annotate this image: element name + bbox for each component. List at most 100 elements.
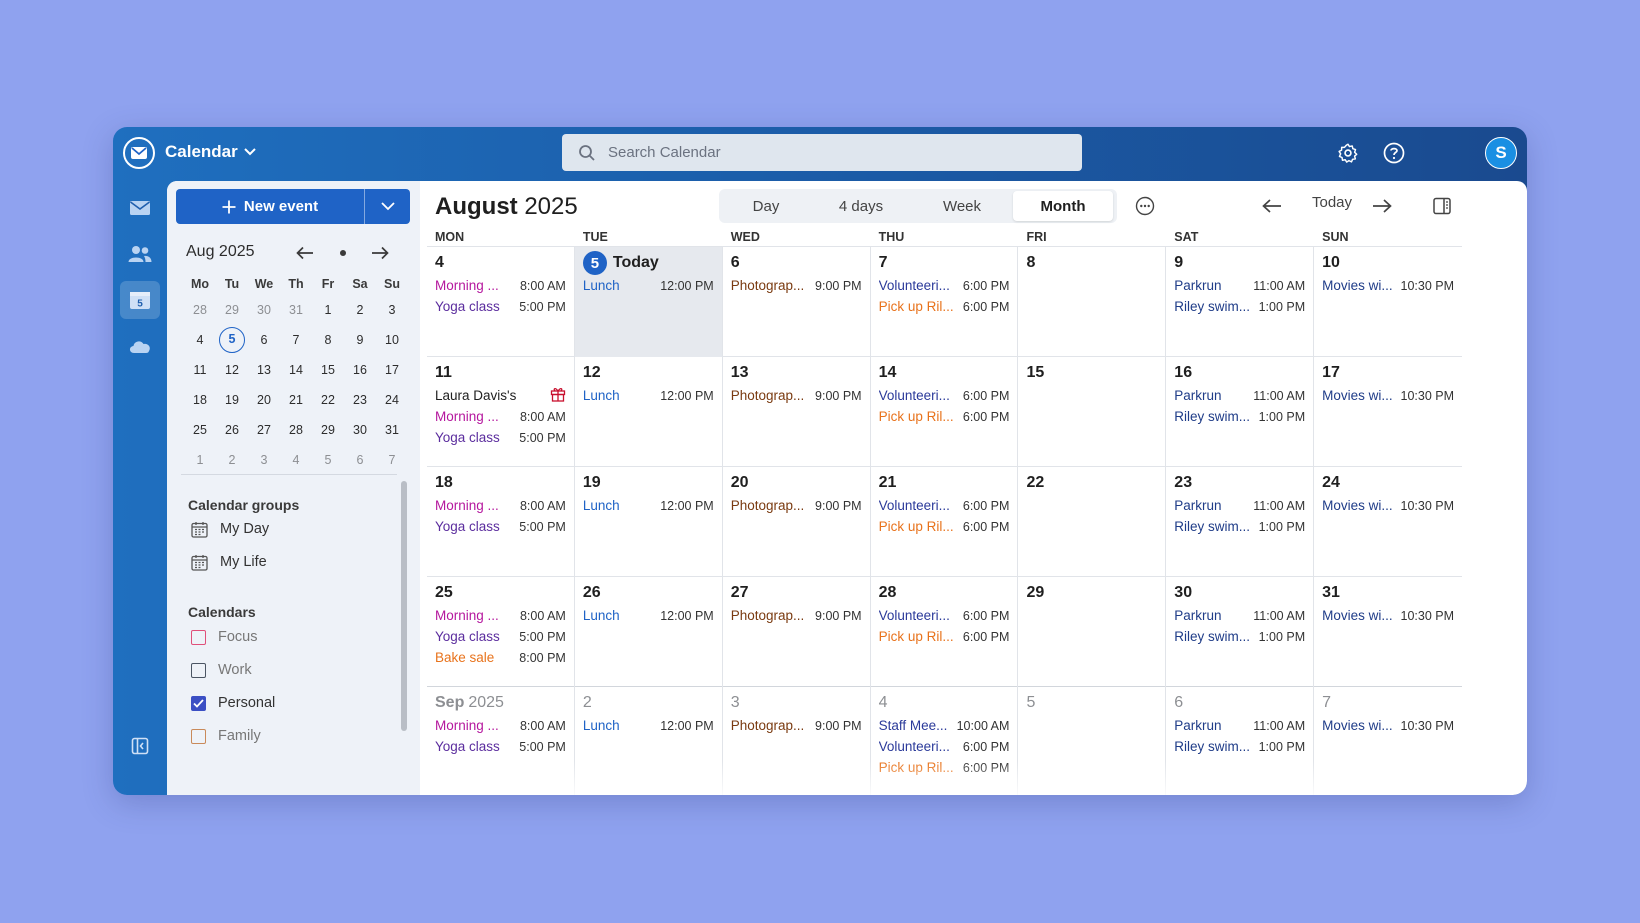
event-item[interactable]: Volunteeri... 6:00 PM: [879, 736, 1010, 757]
event-item[interactable]: Morning ... 8:00 AM: [435, 495, 566, 516]
day-cell[interactable]: 27 Photograp... 9:00 PM: [723, 577, 871, 687]
calendar-item-personal[interactable]: Personal: [191, 692, 275, 714]
day-cell[interactable]: 10 Movies wi... 10:30 PM: [1314, 247, 1462, 357]
calendar-checkbox[interactable]: [191, 662, 206, 678]
day-cell[interactable]: 12 Lunch 12:00 PM: [575, 357, 723, 467]
calendar-item-work[interactable]: Work: [191, 659, 252, 681]
day-cell[interactable]: 28 Volunteeri... 6:00 PM Pick up Ril... 6:00…: [871, 577, 1019, 687]
mini-today-dot-icon[interactable]: [331, 241, 355, 265]
day-cell[interactable]: 7 Volunteeri... 6:00 PM Pick up Ril... 6:00 …: [871, 247, 1019, 357]
contacts-icon[interactable]: [120, 235, 160, 273]
mini-day[interactable]: 28: [289, 423, 303, 437]
day-cell[interactable]: 15: [1018, 357, 1167, 467]
day-cell[interactable]: Sep 2025 Morning ... 8:00 AM Yoga class 5:00 …: [427, 687, 575, 795]
day-cell[interactable]: 4 Staff Mee... 10:00 AM Volunteeri... 6:00 P…: [871, 687, 1019, 795]
event-item[interactable]: Parkrun 11:00 AM: [1174, 715, 1305, 736]
event-item[interactable]: Morning ... 8:00 AM: [435, 406, 566, 427]
event-item[interactable]: Parkrun 11:00 AM: [1174, 495, 1305, 516]
mini-day[interactable]: 1: [324, 303, 332, 317]
event-item[interactable]: Photograp... 9:00 PM: [731, 275, 862, 296]
mini-day[interactable]: 30: [353, 423, 367, 437]
event-item[interactable]: Yoga class 5:00 PM: [435, 736, 566, 757]
day-cell[interactable]: 11 Laura Davis's ... Morning ... 8:00 AM Yog…: [427, 357, 575, 467]
event-item[interactable]: Morning ... 8:00 AM: [435, 275, 566, 296]
mini-day[interactable]: 9: [356, 333, 364, 347]
mini-day[interactable]: 31: [385, 423, 399, 437]
calendar-checkbox[interactable]: [191, 728, 206, 744]
day-cell[interactable]: 18 Morning ... 8:00 AM Yoga class 5:00 PM: [427, 467, 575, 577]
day-cell[interactable]: 4 Morning ... 8:00 AM Yoga class 5:00 PM: [427, 247, 575, 357]
day-cell[interactable]: 31 Movies wi... 10:30 PM: [1314, 577, 1462, 687]
event-item[interactable]: Movies wi... 10:30 PM: [1322, 385, 1454, 406]
event-item[interactable]: Parkrun 11:00 AM: [1174, 275, 1305, 296]
event-item[interactable]: Volunteeri... 6:00 PM: [879, 385, 1010, 406]
cloud-icon[interactable]: [120, 327, 160, 365]
mini-day[interactable]: 29: [225, 303, 239, 317]
sidebar-scrollbar[interactable]: [401, 481, 407, 731]
mini-day[interactable]: 21: [289, 393, 303, 407]
event-item[interactable]: Riley swim... 1:00 PM: [1174, 626, 1305, 647]
mini-next-month-arrow-icon[interactable]: [368, 241, 392, 265]
event-item[interactable]: Photograp... 9:00 PM: [731, 495, 862, 516]
calendar-checkbox[interactable]: [191, 629, 206, 645]
event-item[interactable]: Pick up Ril... 6:00 PM: [879, 406, 1010, 427]
mini-day[interactable]: 22: [321, 393, 335, 407]
mini-day[interactable]: 23: [353, 393, 367, 407]
prev-month-arrow-icon[interactable]: [1260, 194, 1284, 218]
settings-gear-icon[interactable]: [1335, 140, 1361, 166]
event-item[interactable]: Riley swim... 1:00 PM: [1174, 736, 1305, 757]
view-week-button[interactable]: Week: [942, 197, 982, 215]
day-cell[interactable]: 16 Parkrun 11:00 AM Riley swim... 1:00 PM: [1166, 357, 1315, 467]
calendar-item-family[interactable]: Family: [191, 725, 261, 747]
view-month-button[interactable]: Month: [1013, 191, 1113, 221]
day-cell[interactable]: 6 Photograp... 9:00 PM: [723, 247, 871, 357]
event-item[interactable]: Movies wi... 10:30 PM: [1322, 605, 1454, 626]
mini-day[interactable]: 26: [225, 423, 239, 437]
event-item[interactable]: Lunch 12:00 PM: [583, 605, 714, 626]
mini-day[interactable]: 5: [324, 453, 332, 467]
mini-day[interactable]: 11: [193, 363, 207, 377]
event-item[interactable]: Yoga class 5:00 PM: [435, 427, 566, 448]
day-cell[interactable]: 26 Lunch 12:00 PM: [575, 577, 723, 687]
mini-day[interactable]: 31: [289, 303, 303, 317]
event-item[interactable]: Photograp... 9:00 PM: [731, 385, 862, 406]
search-box[interactable]: [562, 134, 1082, 171]
event-item[interactable]: Movies wi... 10:30 PM: [1322, 495, 1454, 516]
event-item[interactable]: Morning ... 8:00 AM: [435, 715, 566, 736]
mini-day[interactable]: 15: [321, 363, 335, 377]
event-item[interactable]: Pick up Ril... 6:00 PM: [879, 626, 1010, 647]
event-item[interactable]: Staff Mee... 10:00 AM: [879, 715, 1010, 736]
day-cell[interactable]: 23 Parkrun 11:00 AM Riley swim... 1:00 PM: [1166, 467, 1315, 577]
event-item[interactable]: Riley swim... 1:00 PM: [1174, 516, 1305, 537]
today-button[interactable]: Today: [1312, 194, 1353, 211]
new-event-button[interactable]: New event: [176, 189, 364, 224]
event-item[interactable]: Parkrun 11:00 AM: [1174, 385, 1305, 406]
mini-day[interactable]: 8: [324, 333, 332, 347]
view-day-button[interactable]: Day: [752, 197, 780, 215]
mini-day[interactable]: 13: [257, 363, 271, 377]
next-month-arrow-icon[interactable]: [1370, 194, 1394, 218]
day-cell[interactable]: 2 Lunch 12:00 PM: [575, 687, 723, 795]
mini-day[interactable]: 4: [292, 453, 300, 467]
day-cell[interactable]: 17 Movies wi... 10:30 PM: [1314, 357, 1462, 467]
day-cell[interactable]: 14 Volunteeri... 6:00 PM Pick up Ril... 6:00…: [871, 357, 1019, 467]
day-cell[interactable]: 8: [1018, 247, 1167, 357]
mini-day[interactable]: 7: [292, 333, 300, 347]
event-item[interactable]: Riley swim... 1:00 PM: [1174, 406, 1305, 427]
mini-day[interactable]: 4: [196, 333, 204, 347]
mini-prev-month-arrow-icon[interactable]: [293, 241, 317, 265]
mini-day[interactable]: 18: [193, 393, 207, 407]
event-item[interactable]: Parkrun 11:00 AM: [1174, 605, 1305, 626]
side-pane-toggle-icon[interactable]: [1430, 194, 1454, 218]
mini-day[interactable]: 24: [385, 393, 399, 407]
mini-day[interactable]: 20: [257, 393, 271, 407]
day-cell[interactable]: 24 Movies wi... 10:30 PM: [1314, 467, 1462, 577]
event-item[interactable]: Lunch 12:00 PM: [583, 275, 714, 296]
mini-day[interactable]: 6: [260, 333, 268, 347]
event-item[interactable]: Pick up Ril... 6:00 PM: [879, 296, 1010, 317]
day-cell[interactable]: 30 Parkrun 11:00 AM Riley swim... 1:00 PM: [1166, 577, 1315, 687]
event-item[interactable]: Movies wi... 10:30 PM: [1322, 715, 1454, 736]
event-item[interactable]: Laura Davis's ...: [435, 385, 566, 406]
day-cell[interactable]: 5: [1018, 687, 1167, 795]
calendar-checkbox[interactable]: [191, 695, 206, 711]
